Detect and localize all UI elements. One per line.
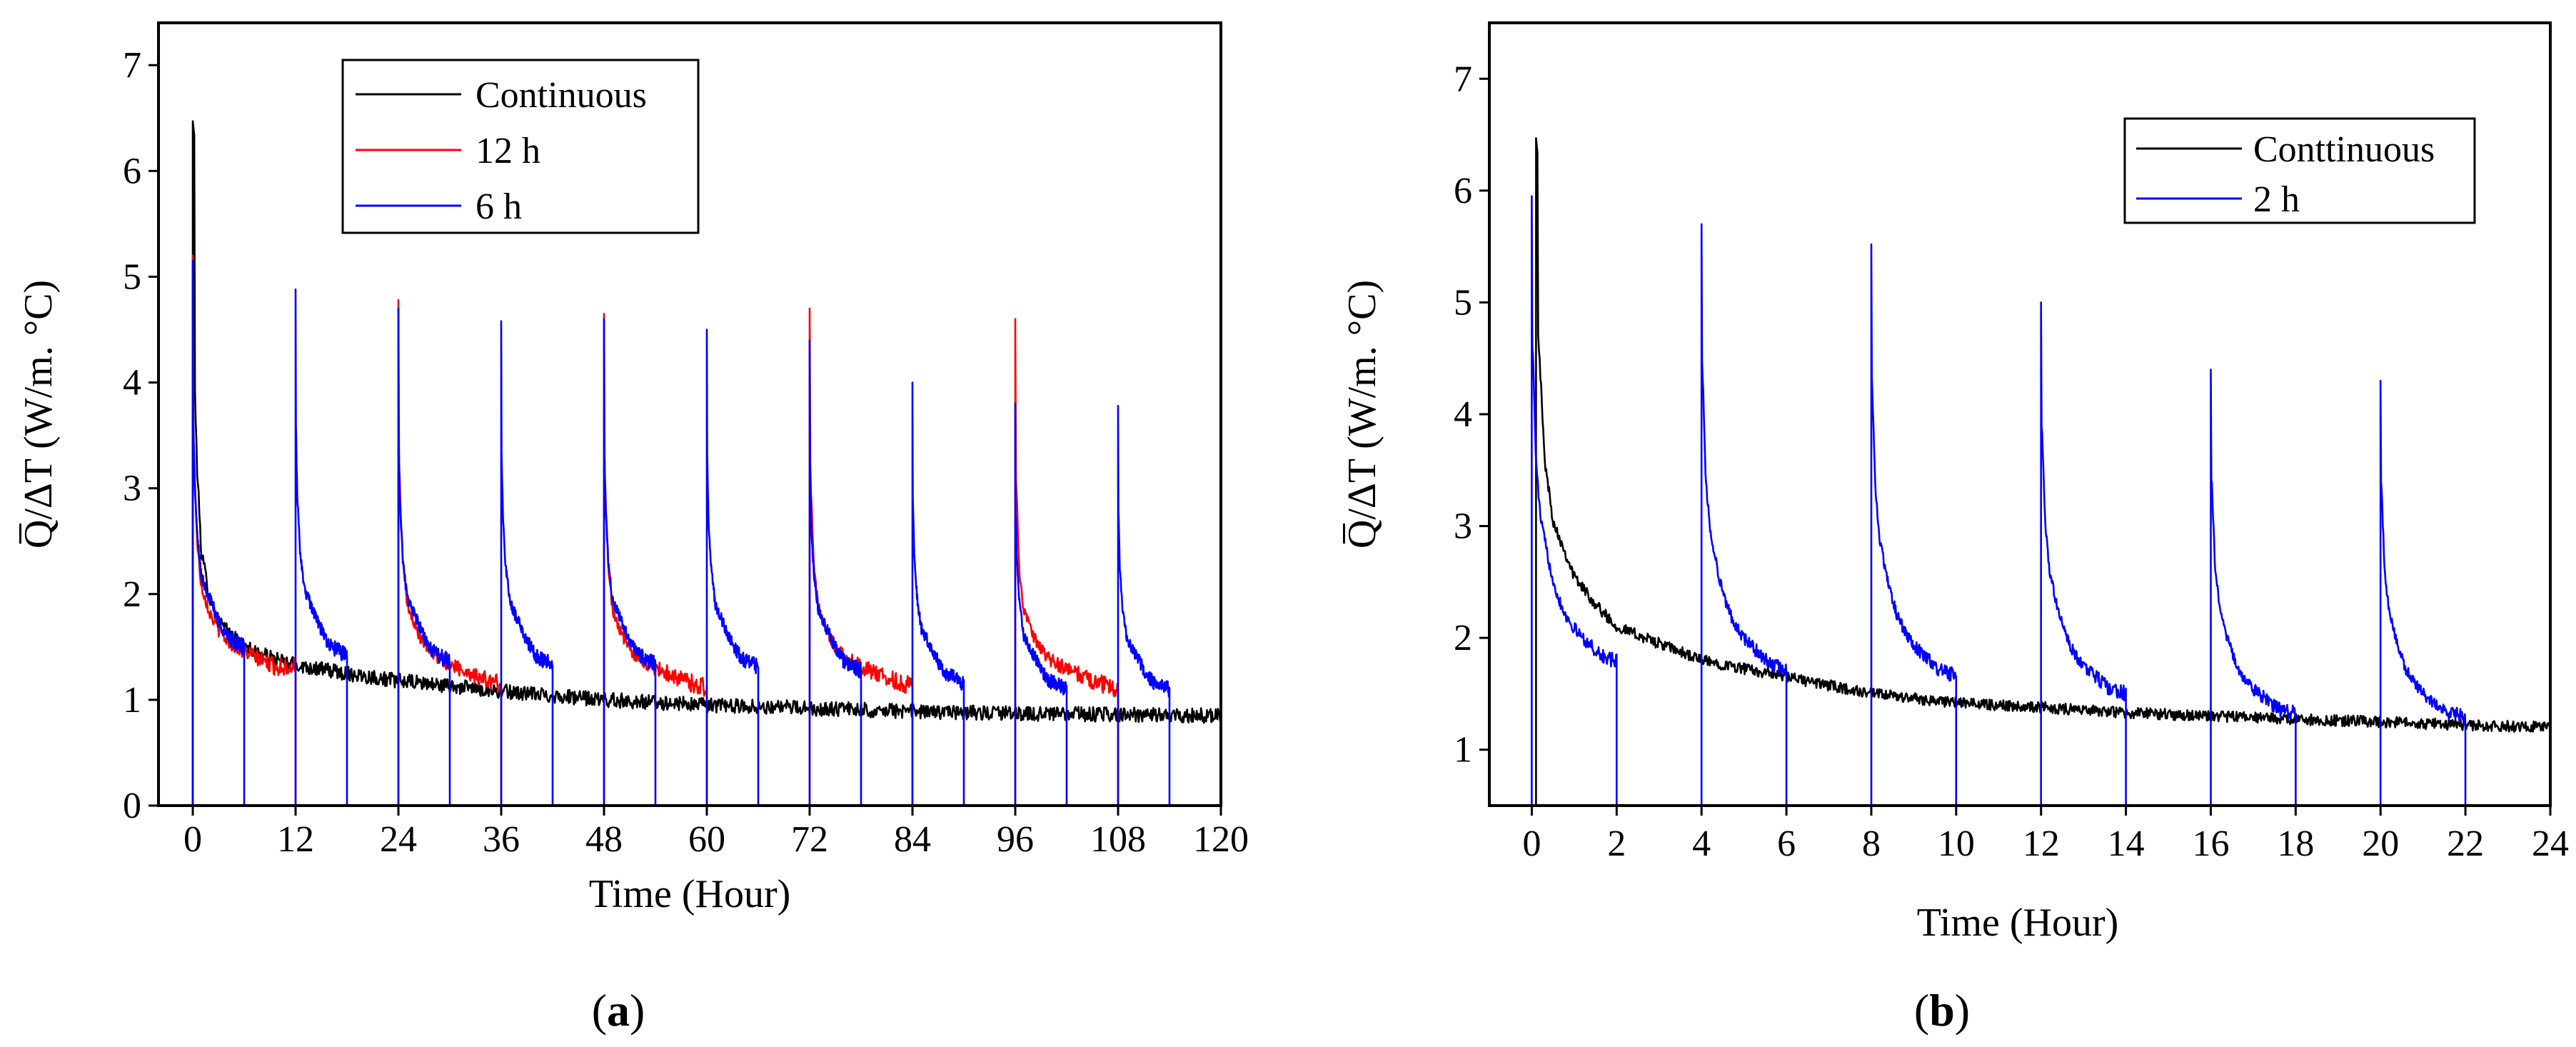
- y-tick-label: 2: [123, 574, 141, 615]
- y-tick-label: 4: [1454, 394, 1472, 435]
- panel-a-label-letter: a: [607, 985, 630, 1036]
- panel-b-y-axis-title: Q̅/ΔT (W/m. °C): [1340, 280, 1384, 548]
- y-tick-label: 2: [1454, 618, 1472, 658]
- x-tick-label: 24: [2532, 823, 2569, 864]
- series-6-h: [191, 259, 1171, 807]
- y-tick-label: 5: [123, 256, 141, 297]
- x-tick-label: 72: [791, 819, 828, 860]
- panel-b-legend-box: [2123, 117, 2476, 224]
- x-tick-label: 12: [2023, 823, 2060, 864]
- panel-a-x-axis-title: Time (Hour): [589, 872, 791, 916]
- panel-a-legend: Continuous 12 h 6 h: [341, 59, 700, 234]
- panel-b-label-letter: b: [1929, 985, 1955, 1036]
- panel-b-x-axis-title: Time (Hour): [1917, 901, 2119, 945]
- x-tick-label: 60: [688, 819, 725, 860]
- legend-label-12h: 12 h: [476, 131, 540, 171]
- legend-label-continuous: Continuous: [476, 75, 647, 116]
- y-tick-label: 6: [1454, 171, 1472, 211]
- y-tick-label: 1: [123, 680, 141, 721]
- panel-b-label-close: ): [1955, 985, 1970, 1036]
- legend-label-6h: 6 h: [476, 186, 522, 227]
- y-tick-label: 3: [123, 469, 141, 509]
- y-tick-label: 6: [123, 151, 141, 191]
- y-tick-label: 7: [123, 45, 141, 86]
- x-tick-label: 4: [1692, 823, 1711, 864]
- panel-a-label-close: ): [630, 985, 645, 1036]
- x-tick-label: 96: [997, 819, 1034, 860]
- series-2-h: [1531, 195, 2467, 807]
- panel-a-legend-box: [341, 59, 700, 234]
- x-tick-label: 14: [2108, 823, 2145, 864]
- panel-a-label: (a): [592, 985, 645, 1036]
- panel-a-y-axis-title: Q̅/ΔT (W/m. °C): [16, 280, 61, 548]
- x-tick-label: 36: [483, 819, 520, 860]
- x-tick-label: 0: [183, 819, 202, 860]
- x-tick-label: 48: [585, 819, 623, 860]
- x-tick-label: 20: [2362, 823, 2399, 864]
- panel-b-label: (b): [1914, 985, 1970, 1036]
- panel-a-label-open: (: [592, 985, 607, 1036]
- y-tick-label: 1: [1454, 730, 1472, 771]
- x-tick-label: 108: [1090, 819, 1146, 860]
- x-tick-label: 6: [1777, 823, 1796, 864]
- panel-a-frame: [157, 21, 1222, 807]
- x-tick-label: 2: [1607, 823, 1626, 864]
- x-tick-label: 22: [2447, 823, 2484, 864]
- x-tick-label: 8: [1862, 823, 1881, 864]
- legend-label-conttinuous: Conttinuous: [2253, 129, 2435, 170]
- y-tick-label: 3: [1454, 506, 1472, 547]
- x-tick-label: 84: [894, 819, 931, 860]
- panel-b-legend: Conttinuous 2 h: [2123, 117, 2476, 224]
- x-tick-label: 10: [1938, 823, 1975, 864]
- x-tick-label: 120: [1193, 819, 1249, 860]
- x-tick-label: 18: [2277, 823, 2314, 864]
- y-tick-label: 4: [123, 363, 141, 404]
- y-tick-label: 7: [1454, 59, 1472, 99]
- x-tick-label: 16: [2192, 823, 2229, 864]
- y-tick-label: 0: [123, 786, 141, 826]
- panel-b-plot-area: [1531, 137, 2552, 807]
- legend-label-2h: 2 h: [2253, 179, 2300, 220]
- x-tick-label: 0: [1522, 823, 1541, 864]
- y-tick-label: 5: [1454, 282, 1472, 323]
- x-tick-label: 12: [277, 819, 314, 860]
- x-tick-label: 24: [380, 819, 417, 860]
- panel-b-label-open: (: [1914, 985, 1929, 1036]
